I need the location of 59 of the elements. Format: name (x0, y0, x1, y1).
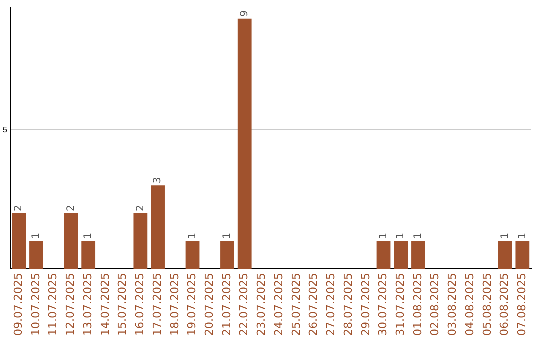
x-tick-label: 05.08.2025 (480, 273, 494, 336)
x-tick-label: 24.07.2025 (272, 273, 286, 336)
data-label: 1 (31, 232, 42, 240)
x-tick-label: 07.08.2025 (516, 273, 529, 336)
x-tick-label: 29.07.2025 (359, 273, 372, 336)
data-label: 9 (239, 10, 250, 17)
x-tick-label: 20.07.2025 (202, 273, 216, 336)
x-tick-label: 15.07.2025 (116, 273, 130, 336)
x-tick-label: 14.07.2025 (98, 273, 112, 336)
data-label: 1 (187, 232, 198, 240)
x-tick-label: 12.07.2025 (64, 273, 78, 336)
x-tick-label: 13.07.2025 (81, 273, 94, 336)
x-tick-label: 27.07.2025 (324, 273, 338, 336)
x-tick-label: 06.08.2025 (498, 273, 512, 336)
bar (82, 241, 96, 270)
data-label: 1 (517, 232, 528, 240)
x-tick-label: 26.07.2025 (307, 273, 320, 336)
bar (238, 18, 252, 270)
x-tick-label: 19.07.2025 (186, 273, 199, 336)
x-tick-label: 01.08.2025 (411, 273, 424, 336)
x-tick-label: 10.07.2025 (29, 273, 42, 336)
data-label: 2 (66, 205, 77, 212)
x-tick-label: 09.07.2025 (12, 273, 25, 336)
x-tick-label: 31.07.2025 (394, 273, 407, 336)
data-label: 1 (500, 232, 511, 240)
x-tick-label: 04.08.2025 (463, 273, 476, 336)
x-tick-label: 28.07.2025 (342, 273, 355, 336)
data-label: 1 (222, 232, 234, 240)
bar (12, 213, 26, 270)
x-tick-label: 30.07.2025 (376, 273, 390, 336)
data-label: 1 (83, 232, 94, 240)
data-label: 2 (135, 205, 146, 212)
x-tick-label: 02.08.2025 (428, 273, 442, 336)
x-tick-label: 18.07.2025 (168, 273, 182, 336)
data-label: 2 (14, 205, 25, 212)
x-tick-label: 21.07.2025 (220, 273, 234, 336)
x-tick-label: 03.08.2025 (446, 273, 460, 336)
data-label: 1 (378, 232, 390, 240)
bar (134, 213, 148, 270)
bar (220, 241, 234, 270)
data-label: 1 (413, 232, 424, 240)
bar (394, 241, 408, 270)
x-tick-label: 22.07.2025 (238, 273, 251, 336)
x-tick-label: 11.07.2025 (46, 273, 60, 336)
x-tick-label: 23.07.2025 (255, 273, 268, 336)
bar (498, 241, 512, 270)
bar (516, 241, 530, 270)
x-tick-label: 25.07.2025 (290, 273, 303, 336)
x-tick-label: 16.07.2025 (134, 273, 147, 336)
bar (64, 213, 78, 270)
bar (151, 186, 165, 270)
bar (186, 241, 200, 270)
data-label: 3 (152, 177, 164, 184)
data-label: 1 (396, 232, 407, 240)
bar (376, 241, 391, 270)
bar (30, 241, 44, 270)
bar (412, 241, 426, 270)
x-tick-label: 17.07.2025 (150, 273, 164, 336)
y-tick-label: 5 (2, 125, 8, 134)
